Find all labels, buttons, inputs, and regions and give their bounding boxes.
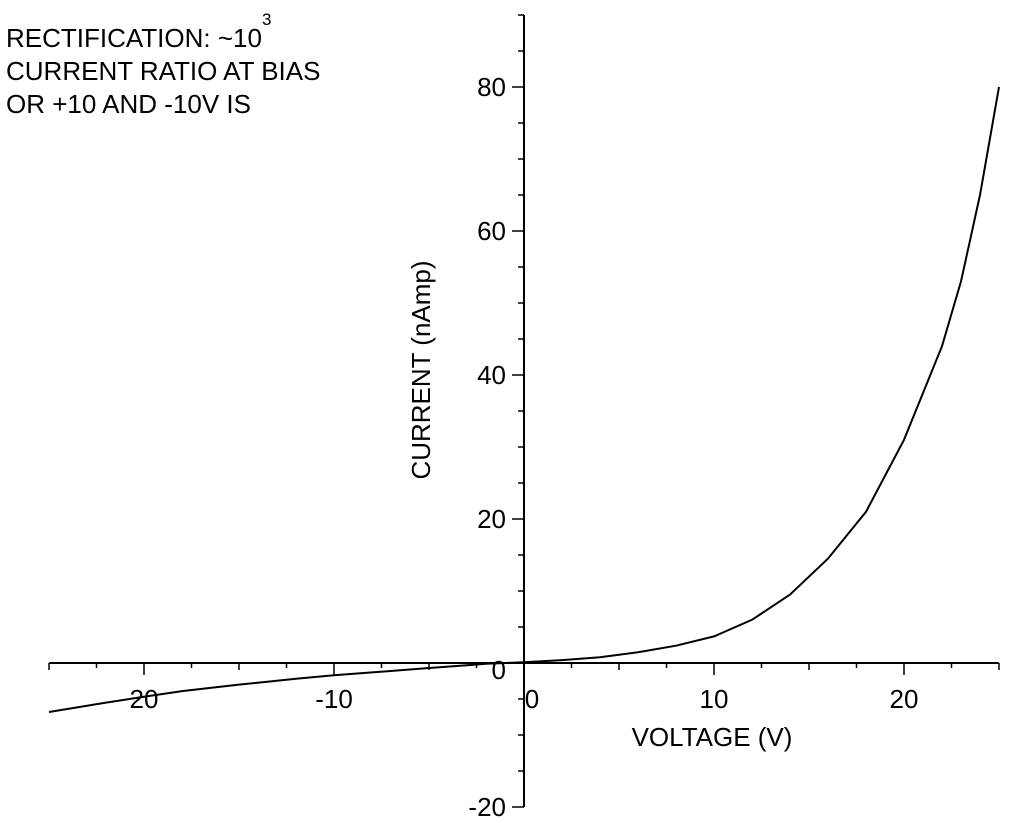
- annotation-line-2: CURRENT RATIO AT BIAS: [6, 56, 321, 86]
- x-axis-title: VOLTAGE (V): [632, 722, 793, 752]
- x-tick-label: 0: [525, 684, 539, 714]
- y-tick-label: 40: [477, 360, 506, 390]
- ticks: [48, 14, 1000, 808]
- annotation-line-1: RECTIFICATION: ~103: [6, 11, 271, 53]
- series-group: [48, 86, 1000, 713]
- annotation-line-1-text: RECTIFICATION: ~10: [6, 23, 262, 53]
- y-tick-label: 80: [477, 72, 506, 102]
- annotation-line-3: OR +10 AND -10V IS: [6, 89, 251, 119]
- series-line-1: [48, 86, 1000, 713]
- y-tick-label: 0: [492, 655, 506, 685]
- y-tick-label: 20: [477, 504, 506, 534]
- y-tick-label: 60: [477, 216, 506, 246]
- y-tick-label: -20: [468, 792, 506, 822]
- x-tick-label: 10: [700, 684, 729, 714]
- annotation-block: RECTIFICATION: ~103 CURRENT RATIO AT BIA…: [6, 11, 321, 121]
- annotation-superscript: 3: [261, 10, 272, 29]
- x-tick-label: 20: [890, 684, 919, 714]
- y-axis-title: CURRENT (nAmp): [406, 260, 436, 479]
- x-tick-label: -10: [315, 684, 353, 714]
